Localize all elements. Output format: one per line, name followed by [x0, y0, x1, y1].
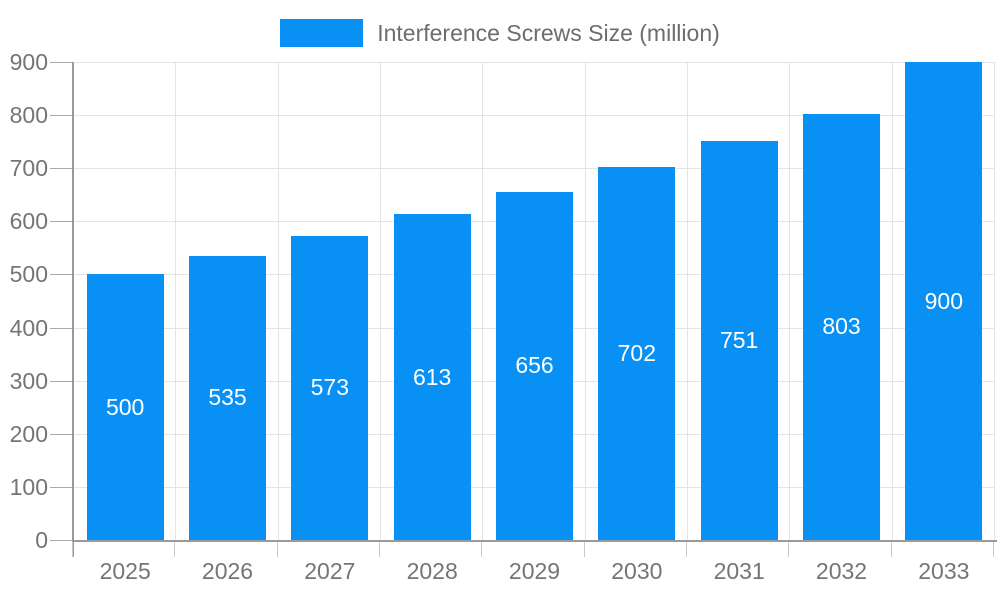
y-axis-label: 700	[9, 155, 48, 182]
x-axis-tick	[788, 542, 790, 557]
x-gridline	[994, 62, 995, 540]
x-axis-label: 2027	[304, 558, 356, 584]
y-gridline	[74, 115, 995, 117]
y-axis-line	[72, 62, 74, 557]
bar-value-label: 656	[515, 352, 554, 379]
y-axis-label: 800	[9, 102, 48, 129]
x-gridline	[482, 62, 484, 540]
y-axis-tick	[50, 115, 72, 117]
x-axis-label: 2028	[406, 558, 458, 584]
x-axis-label: 2033	[918, 558, 970, 584]
x-axis-tick	[174, 542, 176, 557]
bar-value-label: 702	[617, 340, 657, 367]
y-axis-label: 100	[9, 473, 48, 500]
bar-value-label: 535	[208, 384, 247, 411]
x-axis-tick	[583, 542, 585, 557]
bar: 751	[700, 141, 778, 540]
x-gridline	[175, 62, 177, 540]
bar: 702	[598, 167, 676, 540]
x-axis-label: 2026	[201, 558, 254, 584]
x-gridline	[687, 62, 688, 540]
x-axis-tick	[379, 542, 380, 557]
y-axis-label: 0	[35, 527, 48, 553]
legend-label[interactable]: Interference Screws Size (million)	[377, 20, 720, 46]
bar-value-label: 803	[822, 313, 861, 340]
y-axis-tick	[50, 540, 72, 541]
x-axis-tick	[72, 542, 73, 557]
bar: 573	[291, 235, 369, 540]
x-gridline	[380, 62, 381, 540]
bar-value-label: 613	[412, 363, 452, 390]
x-gridline	[789, 62, 791, 540]
y-axis-tick	[50, 221, 72, 223]
y-axis-tick	[50, 274, 72, 276]
x-axis-tick	[993, 542, 994, 557]
bar-value-label: 500	[105, 393, 145, 420]
x-axis-label: 2032	[815, 558, 868, 584]
x-axis-tick	[686, 542, 687, 557]
y-axis-label: 400	[9, 314, 48, 341]
legend-swatch[interactable]	[280, 19, 364, 47]
y-axis-label: 200	[9, 420, 48, 447]
bar-value-label: 573	[310, 374, 350, 401]
y-axis-tick	[50, 433, 72, 435]
bar: 500	[86, 274, 164, 540]
y-gridline	[74, 168, 995, 170]
bar: 803	[803, 113, 880, 540]
x-axis-label: 2030	[611, 558, 663, 584]
x-gridline	[584, 62, 586, 540]
x-axis-label: 2025	[99, 558, 151, 584]
bar: 656	[496, 191, 573, 540]
x-axis-tick	[481, 542, 483, 557]
bar: 900	[905, 62, 983, 540]
x-gridline	[277, 62, 279, 540]
legend: Interference Screws Size (million)	[0, 19, 1000, 47]
y-axis-label: 300	[9, 367, 48, 394]
bar: 535	[189, 255, 266, 540]
x-axis-label: 2031	[713, 558, 765, 584]
y-gridline	[74, 62, 995, 63]
x-gridline	[891, 62, 893, 540]
bar: 613	[393, 214, 471, 540]
x-axis-tick	[890, 542, 892, 557]
x-axis-tick	[276, 542, 278, 557]
y-axis-tick	[50, 486, 72, 488]
bar-value-label: 900	[924, 287, 964, 314]
y-axis-label: 500	[9, 261, 48, 288]
y-axis-tick	[50, 168, 72, 170]
y-axis-label: 900	[9, 49, 48, 75]
y-axis-tick	[50, 62, 72, 63]
x-axis-line	[72, 540, 997, 542]
y-axis-label: 600	[9, 208, 48, 235]
bar-value-label: 751	[719, 327, 759, 354]
y-axis-tick	[50, 380, 72, 382]
x-axis-label: 2029	[508, 558, 561, 584]
y-axis-tick	[50, 327, 72, 329]
